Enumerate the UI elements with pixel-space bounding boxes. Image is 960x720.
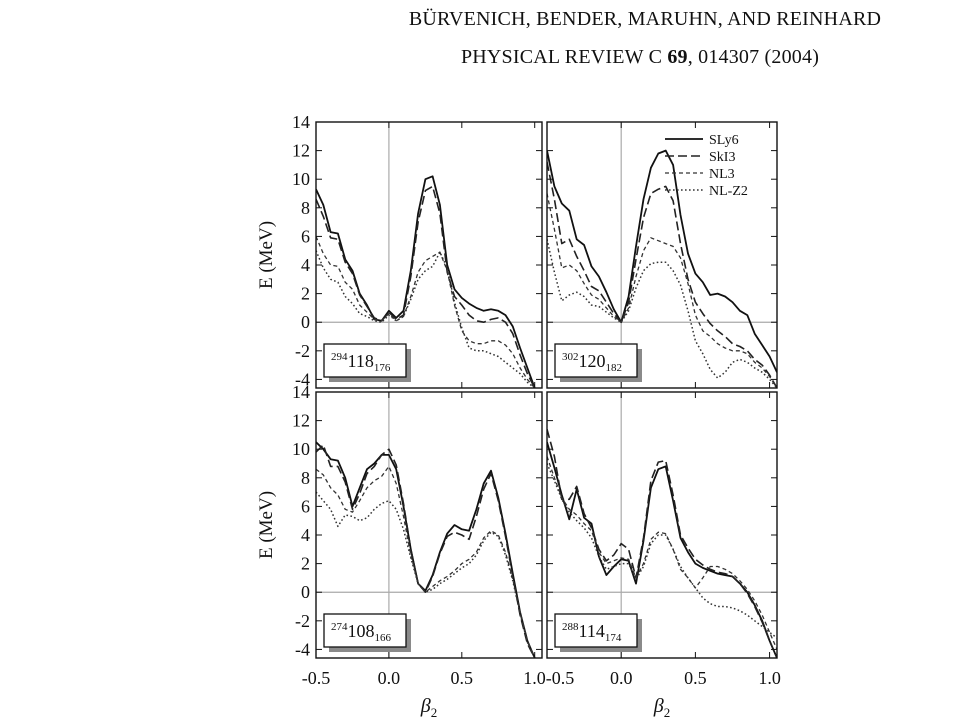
panel-bottom-right: 288114174 bbox=[546, 391, 778, 659]
y-tick-label: 10 bbox=[292, 169, 310, 189]
panel-bottom-left: -4 -2 0 2 4 6 8 10 12 14 E (MeV) 274108166 bbox=[256, 382, 543, 659]
x-axis-label: β2 bbox=[653, 695, 670, 720]
y-tick-label: 2 bbox=[301, 554, 310, 574]
y-tick-label: 12 bbox=[292, 411, 310, 431]
y-tick-label: 6 bbox=[301, 496, 310, 516]
series-line-nl3 bbox=[547, 456, 777, 650]
x-tick-label: -0.5 bbox=[302, 668, 331, 688]
legend: SLy6 SkI3 NL3 NL-Z2 bbox=[665, 133, 748, 199]
nucleus-label: 274108166 bbox=[331, 621, 392, 644]
x-tick-label: 0.5 bbox=[684, 668, 707, 688]
panel-frame bbox=[315, 391, 543, 659]
legend-entry-label: SkI3 bbox=[709, 150, 735, 165]
y-tick-label: -4 bbox=[295, 639, 310, 659]
x-axis-label-symbol: β bbox=[653, 695, 664, 717]
nucleus-mass-number: 302 bbox=[562, 351, 579, 363]
panel-frame bbox=[315, 121, 543, 389]
series-line-sly6 bbox=[316, 175, 536, 388]
paper-authors: BÜRVENICH, BENDER, MARUHN, AND REINHARD bbox=[408, 8, 882, 30]
y-tick-label: 0 bbox=[301, 582, 310, 602]
y-tick-label: 8 bbox=[301, 468, 310, 488]
y-tick-label: 14 bbox=[292, 382, 310, 402]
series-line-nl3 bbox=[547, 193, 777, 388]
journal-prefix: PHYSICAL REVIEW C bbox=[460, 46, 668, 68]
series-group bbox=[316, 441, 536, 658]
series-line-nl-z2 bbox=[547, 239, 777, 388]
series-line-ski3 bbox=[547, 161, 777, 388]
x-tick-label: 0.0 bbox=[610, 668, 633, 688]
series-line-nl-z2 bbox=[547, 463, 777, 639]
y-tick-label: 0 bbox=[301, 312, 310, 332]
series-group bbox=[316, 175, 536, 388]
y-axis-label: E (MeV) bbox=[256, 491, 277, 559]
legend-entry-label: SLy6 bbox=[709, 133, 739, 148]
x-axis-label-subscript: 2 bbox=[664, 705, 671, 720]
y-tick-label: 6 bbox=[301, 226, 310, 246]
legend-entry-label: NL3 bbox=[709, 167, 735, 182]
series-line-nl3 bbox=[316, 236, 536, 388]
series-group bbox=[547, 428, 777, 658]
y-tick-label: 12 bbox=[292, 141, 310, 161]
series-line-nl-z2 bbox=[316, 250, 536, 388]
nucleus-label-box bbox=[554, 343, 638, 378]
nucleus-label: 302120182 bbox=[562, 351, 622, 374]
series-group bbox=[547, 149, 777, 388]
nucleus-neutron-number: 176 bbox=[374, 362, 391, 374]
x-axis-label-subscript: 2 bbox=[431, 705, 438, 720]
y-tick-label: 8 bbox=[301, 198, 310, 218]
y-tick-label: 14 bbox=[292, 112, 310, 132]
nucleus-label-box bbox=[323, 343, 407, 378]
panel-top-right: 302120182 bbox=[546, 121, 778, 389]
nucleus-label-box bbox=[323, 613, 407, 648]
nucleus-proton-number: 118 bbox=[348, 351, 374, 371]
nucleus-label: 294118176 bbox=[331, 351, 391, 374]
nucleus-mass-number: 274 bbox=[331, 621, 348, 633]
nucleus-mass-number: 294 bbox=[331, 351, 348, 363]
nucleus-proton-number: 114 bbox=[579, 621, 605, 641]
panel-top-left: -4 -2 0 2 4 6 8 10 12 14 E (MeV) 294118176 bbox=[256, 112, 543, 389]
panel-frame bbox=[546, 391, 778, 659]
journal-suffix: , 014307 (2004) bbox=[687, 46, 820, 68]
nucleus-neutron-number: 174 bbox=[605, 632, 622, 644]
nucleus-neutron-number: 166 bbox=[375, 632, 392, 644]
y-tick-label: 4 bbox=[301, 255, 310, 275]
y-tick-label: -2 bbox=[295, 341, 310, 361]
y-tick-label: -4 bbox=[295, 369, 310, 389]
nucleus-mass-number: 288 bbox=[562, 621, 579, 633]
series-line-nl3 bbox=[316, 465, 536, 658]
nucleus-neutron-number: 182 bbox=[606, 362, 623, 374]
series-line-ski3 bbox=[316, 444, 536, 658]
legend-entry-label: NL-Z2 bbox=[709, 184, 748, 199]
y-axis-label: E (MeV) bbox=[256, 221, 277, 289]
y-tick-label: -2 bbox=[295, 611, 310, 631]
series-line-sly6 bbox=[547, 441, 777, 658]
x-tick-label: 0.0 bbox=[378, 668, 401, 688]
journal-volume: 69 bbox=[667, 46, 688, 68]
x-axis-label-symbol: β bbox=[420, 695, 431, 717]
x-tick-label: 1.0-0.5 bbox=[523, 668, 574, 688]
x-tick-label: 0.5 bbox=[451, 668, 474, 688]
series-line-sly6 bbox=[547, 149, 777, 373]
y-tick-label: 2 bbox=[301, 284, 310, 304]
x-axis-label: β2 bbox=[420, 695, 437, 720]
y-tick-label: 10 bbox=[292, 439, 310, 459]
series-line-ski3 bbox=[316, 185, 536, 388]
nucleus-label-box bbox=[554, 613, 638, 648]
nucleus-label: 288114174 bbox=[562, 621, 622, 644]
nucleus-proton-number: 108 bbox=[348, 621, 375, 641]
y-tick-label: 4 bbox=[301, 525, 310, 545]
series-line-ski3 bbox=[547, 428, 777, 658]
x-tick-label: 1.0 bbox=[758, 668, 781, 688]
nucleus-proton-number: 120 bbox=[579, 351, 606, 371]
panel-frame bbox=[546, 121, 778, 389]
paper-journal-ref: PHYSICAL REVIEW C 69, 014307 (2004) bbox=[160, 46, 960, 69]
